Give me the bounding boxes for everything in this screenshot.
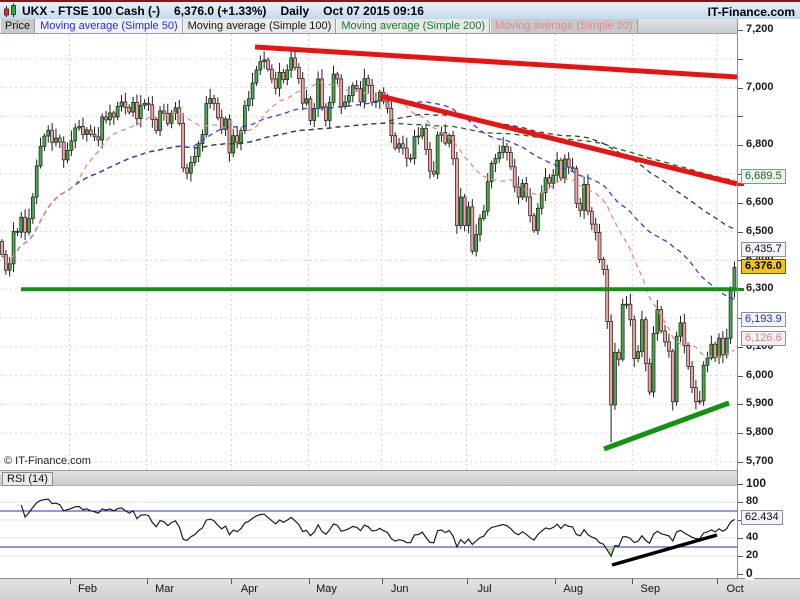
tab-moving-average-simple-50-[interactable]: Moving average (Simple 50)	[35, 19, 183, 33]
price-axis-tick	[738, 404, 743, 405]
month-boundary-tick	[231, 579, 233, 584]
month-label-sep: Sep	[640, 583, 661, 595]
month-boundary-tick	[381, 579, 383, 584]
month-boundary-tick	[69, 579, 71, 584]
price-axis-tick	[738, 347, 743, 348]
month-label-mar: Mar	[155, 583, 175, 595]
price-axis-label: 6,800	[745, 138, 775, 151]
tab-moving-average-simple-100-[interactable]: Moving average (Simple 100)	[182, 19, 337, 33]
quote-datetime: Oct 07 2015 09:16	[323, 3, 424, 18]
month-boundary-tick	[717, 579, 719, 584]
price-axis-tick	[738, 260, 743, 261]
value-box-sma200: 6,689.5	[741, 169, 786, 184]
value-box-sma50: 6,193.9	[741, 312, 786, 327]
brand-logo-text: IT-Finance.com	[707, 5, 795, 19]
price-axis-label: 5,900	[745, 397, 775, 410]
price-axis-label: 7,200	[745, 23, 775, 36]
title-bar: UKX - FTSE 100 Cash (-) 6,376.0 (+1.33%)…	[0, 0, 800, 19]
value-box-sma100: 6,435.7	[741, 242, 786, 257]
rsi-axis-label: 20	[745, 549, 760, 562]
copyright-watermark: © IT-Finance.com	[4, 455, 91, 467]
value-axis-border	[737, 19, 738, 578]
value-box-sma20: 6,126.6	[741, 331, 786, 346]
tab-price[interactable]: Price	[0, 19, 36, 33]
rsi-axis-tick	[738, 520, 743, 521]
rsi-chart-canvas[interactable]	[0, 486, 737, 577]
month-label-feb: Feb	[78, 583, 97, 595]
candlestick-logo-icon	[4, 3, 16, 17]
price-axis-label: 6,600	[745, 196, 775, 209]
value-box-rsi: 62.434	[741, 510, 783, 525]
price-axis-label: 5,700	[745, 455, 775, 468]
month-boundary-tick	[632, 579, 634, 584]
timeframe-label[interactable]: Daily	[280, 3, 310, 18]
month-boundary-tick	[146, 579, 148, 584]
price-axis-tick	[738, 462, 743, 463]
price-axis-label: 5,800	[745, 426, 775, 439]
trendline-axis-tick	[738, 183, 744, 186]
rsi-axis-label: 100	[745, 476, 768, 490]
price-axis-tick	[738, 318, 743, 319]
value-axis-column[interactable]: 7,200 7,000 6,800 6,600 6,500 6,300 6,000 5,900…	[738, 19, 800, 580]
month-label-apr: Apr	[240, 583, 258, 595]
value-box-last-price: 6,376.0	[741, 259, 786, 274]
instrument-title: UKX - FTSE 100 Cash (-)	[22, 3, 161, 18]
rsi-axis-tick	[738, 556, 743, 557]
price-axis-tick	[738, 116, 743, 117]
price-axis-label: 6,300	[745, 282, 775, 295]
rsi-axis-label: 0	[745, 566, 754, 580]
last-price-change: 6,376.0 (+1.33%)	[174, 3, 267, 18]
tab-moving-average-simple-200-[interactable]: Moving average (Simple 200)	[336, 19, 491, 33]
month-boundary-tick	[308, 579, 310, 584]
price-axis-tick	[738, 376, 743, 377]
support-line-axis-tick	[738, 288, 744, 291]
price-axis-tick	[738, 203, 743, 204]
rsi-indicator-tag[interactable]: RSI (14)	[2, 472, 53, 486]
price-axis-tick	[738, 232, 743, 233]
price-axis-label: 6,500	[745, 225, 775, 238]
price-axis-tick	[738, 88, 743, 89]
month-boundary-tick	[555, 579, 557, 584]
price-chart-canvas[interactable]	[0, 34, 737, 470]
rsi-header-bar: RSI (14)	[0, 470, 737, 486]
tab-moving-average-simple-20-[interactable]: Moving average (Simple 20)	[490, 19, 638, 33]
rsi-axis-label: 40	[745, 531, 760, 544]
rsi-axis-tick	[738, 502, 743, 503]
month-label-jun: Jun	[390, 583, 409, 595]
rsi-axis-tick	[738, 538, 743, 539]
month-label-aug: Aug	[563, 583, 583, 595]
indicator-tab-bar: Price Moving average (Simple 50) Moving av…	[0, 19, 737, 34]
price-axis-tick	[738, 59, 743, 60]
month-boundary-tick	[466, 579, 468, 584]
month-label-may: May	[316, 583, 337, 595]
price-axis-tick	[738, 174, 743, 175]
rsi-axis-tick	[738, 574, 743, 575]
price-axis-tick	[738, 145, 743, 146]
price-axis-label: 6,000	[745, 369, 775, 382]
price-axis-tick	[738, 30, 743, 31]
rsi-axis-label: 80	[745, 495, 760, 508]
month-label-oct: Oct	[726, 583, 744, 595]
month-label-jul: Jul	[477, 583, 492, 595]
price-axis-tick	[738, 433, 743, 434]
rsi-axis-tick	[738, 484, 743, 485]
price-axis-label: 7,000	[745, 81, 775, 94]
time-axis-bar[interactable]: Feb Mar Apr May Jun Jul Aug Sep Oct	[0, 578, 800, 600]
